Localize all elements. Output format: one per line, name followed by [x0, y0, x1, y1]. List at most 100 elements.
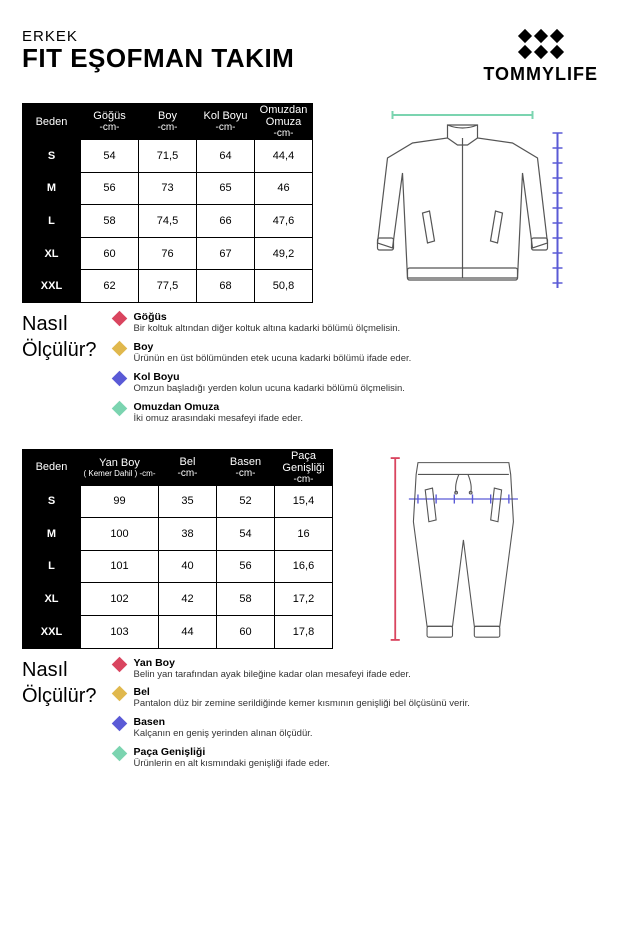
howto-item: BelPantalon düz bir zemine serildiğinde … [114, 686, 598, 710]
brand-block: TOMMYLIFE [483, 28, 598, 85]
size-value: 73 [139, 172, 197, 205]
howto-title-line1: Nasıl [22, 311, 96, 337]
size-value: 99 [81, 485, 159, 518]
howto-label: Yan Boy [133, 657, 410, 669]
size-value: 54 [81, 140, 139, 173]
size-value: 103 [81, 615, 159, 648]
howto-desc: Ürünün en üst bölümünden etek ucuna kada… [133, 353, 411, 365]
size-value: 52 [217, 485, 275, 518]
howto-item: BasenKalçanın en geniş yerinden alınan ö… [114, 716, 598, 740]
size-label: M [23, 518, 81, 551]
section-bottom: BedenYan Boy( Kemer Dahil ) -cm-Bel-cm-B… [22, 449, 598, 649]
size-value: 100 [81, 518, 159, 551]
size-value: 62 [81, 270, 139, 303]
table-row: XXL6277,56850,8 [23, 270, 313, 303]
diamond-marker-icon [112, 746, 128, 762]
brand-name: TOMMYLIFE [483, 64, 598, 85]
howto-list: Yan BoyBelin yan tarafından ayak bileğin… [114, 657, 598, 777]
diamond-marker-icon [112, 716, 128, 732]
howto-bottom: Nasıl Ölçülür? Yan BoyBelin yan tarafınd… [22, 657, 598, 777]
howto-title: Nasıl Ölçülür? [22, 311, 96, 363]
size-table-top: BedenGöğüs-cm-Boy-cm-Kol Boyu-cm-Omuzdan… [22, 103, 313, 303]
size-label: XXL [23, 615, 81, 648]
size-value: 15,4 [275, 485, 333, 518]
section-top: BedenGöğüs-cm-Boy-cm-Kol Boyu-cm-Omuzdan… [22, 103, 598, 303]
howto-label: Bel [133, 686, 469, 698]
size-label: L [23, 205, 81, 238]
size-value: 56 [81, 172, 139, 205]
table-row: XXL103446017,8 [23, 615, 333, 648]
size-value: 65 [197, 172, 255, 205]
table-row: L101405616,6 [23, 550, 333, 583]
size-value: 38 [159, 518, 217, 551]
size-value: 71,5 [139, 140, 197, 173]
size-value: 16 [275, 518, 333, 551]
howto-label: Basen [133, 716, 312, 728]
size-label: XL [23, 237, 81, 270]
size-value: 49,2 [255, 237, 313, 270]
howto-item: Kol BoyuOmzun başladığı yerden kolun ucu… [114, 371, 598, 395]
size-value: 46 [255, 172, 313, 205]
howto-title: Nasıl Ölçülür? [22, 657, 96, 709]
howto-item: Omuzdan Omuzaİki omuz arasındaki mesafey… [114, 401, 598, 425]
size-value: 54 [217, 518, 275, 551]
howto-desc: İki omuz arasındaki mesafeyi ifade eder. [133, 413, 303, 425]
table-header: Paça Genişliği-cm- [275, 449, 333, 485]
howto-title-line2: Ölçülür? [22, 337, 96, 363]
howto-desc: Belin yan tarafından ayak bileğine kadar… [133, 669, 410, 681]
diamond-marker-icon [112, 341, 128, 357]
table-row: M56736546 [23, 172, 313, 205]
pants-diagram [347, 449, 598, 649]
size-value: 77,5 [139, 270, 197, 303]
size-value: 42 [159, 583, 217, 616]
size-value: 44 [159, 615, 217, 648]
howto-desc: Ürünlerin en alt kısmındaki genişliği if… [133, 758, 329, 770]
howto-list: GöğüsBir koltuk altından diğer koltuk al… [114, 311, 598, 431]
size-value: 17,2 [275, 583, 333, 616]
size-label: XL [23, 583, 81, 616]
table-header: Göğüs-cm- [81, 104, 139, 140]
howto-title-line1: Nasıl [22, 657, 96, 683]
howto-title-line2: Ölçülür? [22, 683, 96, 709]
size-value: 67 [197, 237, 255, 270]
table-row: XL60766749,2 [23, 237, 313, 270]
size-label: M [23, 172, 81, 205]
howto-item: Paça GenişliğiÜrünlerin en alt kısmındak… [114, 746, 598, 770]
diamond-marker-icon [112, 370, 128, 386]
size-value: 74,5 [139, 205, 197, 238]
howto-label: Göğüs [133, 311, 400, 323]
table-header: Bel-cm- [159, 449, 217, 485]
size-label: S [23, 140, 81, 173]
size-value: 58 [81, 205, 139, 238]
table-row: S99355215,4 [23, 485, 333, 518]
howto-item: Yan BoyBelin yan tarafından ayak bileğin… [114, 657, 598, 681]
howto-item: BoyÜrünün en üst bölümünden etek ucuna k… [114, 341, 598, 365]
howto-label: Paça Genişliği [133, 746, 329, 758]
howto-label: Kol Boyu [133, 371, 404, 383]
size-value: 68 [197, 270, 255, 303]
size-value: 17,8 [275, 615, 333, 648]
table-row: S5471,56444,4 [23, 140, 313, 173]
howto-desc: Kalçanın en geniş yerinden alınan ölçüdü… [133, 728, 312, 740]
size-value: 35 [159, 485, 217, 518]
size-table-bottom: BedenYan Boy( Kemer Dahil ) -cm-Bel-cm-B… [22, 449, 333, 649]
brand-logo-icon [512, 28, 570, 60]
table-header: Yan Boy( Kemer Dahil ) -cm- [81, 449, 159, 485]
size-value: 16,6 [275, 550, 333, 583]
diamond-marker-icon [112, 400, 128, 416]
size-value: 44,4 [255, 140, 313, 173]
table-header: Beden [23, 449, 81, 485]
diamond-marker-icon [112, 311, 128, 327]
size-value: 47,6 [255, 205, 313, 238]
title-block: ERKEK FIT EŞOFMAN TAKIM [22, 28, 294, 74]
page-title: FIT EŞOFMAN TAKIM [22, 43, 294, 74]
table-row: L5874,56647,6 [23, 205, 313, 238]
table-row: XL102425817,2 [23, 583, 333, 616]
size-value: 60 [217, 615, 275, 648]
size-label: XXL [23, 270, 81, 303]
howto-desc: Pantalon düz bir zemine serildiğinde kem… [133, 698, 469, 710]
table-header: Boy-cm- [139, 104, 197, 140]
header: ERKEK FIT EŞOFMAN TAKIM TOMMYLIFE [22, 28, 598, 85]
table-header: Beden [23, 104, 81, 140]
size-value: 58 [217, 583, 275, 616]
